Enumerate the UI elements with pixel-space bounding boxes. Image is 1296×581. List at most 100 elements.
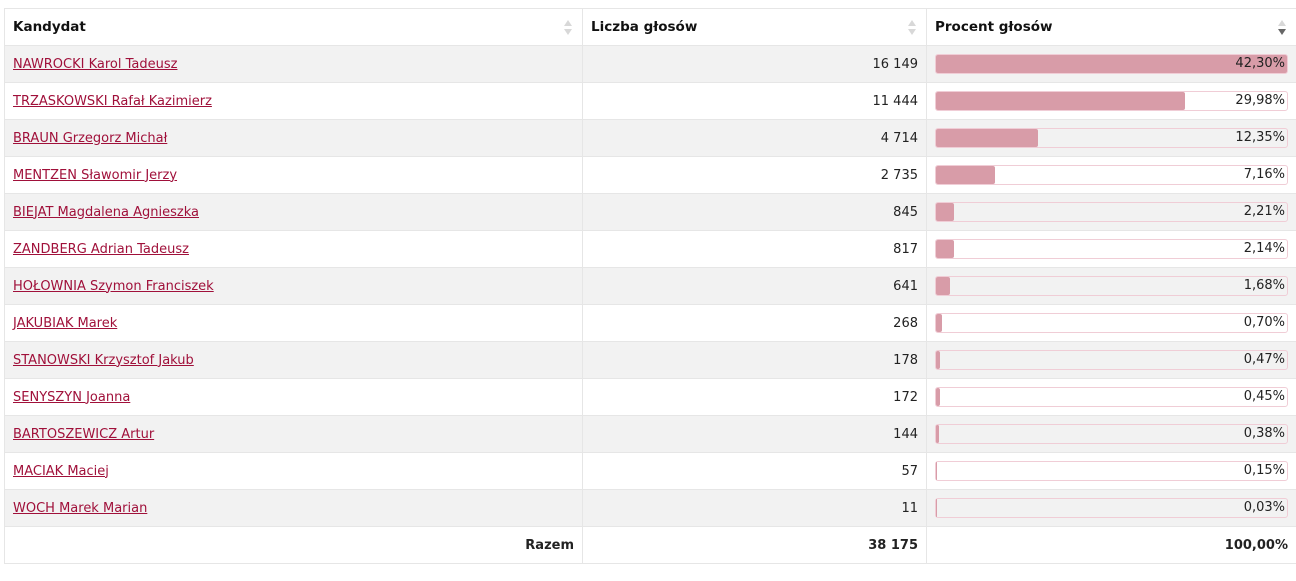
percent-value: 2,21% (1243, 204, 1285, 219)
candidate-link[interactable]: STANOWSKI Krzysztof Jakub (13, 352, 194, 368)
total-percent: 100,00% (926, 526, 1296, 564)
table-row: BIEJAT Magdalena Agnieszka 845 2,21% (4, 193, 1296, 231)
percent-bar: 29,98% (935, 91, 1288, 111)
percent-cell: 2,14% (926, 230, 1296, 268)
candidate-cell: WOCH Marek Marian (4, 489, 583, 527)
votes-cell: 144 (582, 415, 927, 453)
candidate-link[interactable]: MENTZEN Sławomir Jerzy (13, 167, 178, 183)
percent-cell: 0,15% (926, 452, 1296, 490)
percent-bar: 0,38% (935, 424, 1288, 444)
percent-value: 0,38% (1243, 426, 1285, 441)
votes-cell: 268 (582, 304, 927, 342)
candidate-link[interactable]: SENYSZYN Joanna (13, 389, 131, 405)
percent-value: 2,14% (1243, 241, 1285, 256)
votes-cell: 11 444 (582, 82, 927, 120)
percent-cell: 29,98% (926, 82, 1296, 120)
table-row: JAKUBIAK Marek 268 0,70% (4, 304, 1296, 342)
candidate-link[interactable]: BRAUN Grzegorz Michał (13, 130, 168, 146)
candidate-cell: MACIAK Maciej (4, 452, 583, 490)
candidate-cell: BARTOSZEWICZ Artur (4, 415, 583, 453)
votes-cell: 172 (582, 378, 927, 416)
table-row: MENTZEN Sławomir Jerzy 2 735 7,16% (4, 156, 1296, 194)
percent-bar-fill (936, 55, 1287, 73)
percent-bar-fill (936, 462, 938, 480)
candidate-cell: STANOWSKI Krzysztof Jakub (4, 341, 583, 379)
percent-bar: 0,15% (935, 461, 1288, 481)
candidate-link[interactable]: HOŁOWNIA Szymon Franciszek (13, 278, 214, 294)
percent-bar-fill (936, 92, 1185, 110)
percent-bar-fill (936, 166, 996, 184)
candidate-link[interactable]: BARTOSZEWICZ Artur (13, 426, 155, 442)
percent-bar: 12,35% (935, 128, 1288, 148)
percent-value: 0,70% (1243, 315, 1285, 330)
votes-cell: 16 149 (582, 45, 927, 83)
candidate-link[interactable]: TRZASKOWSKI Rafał Kazimierz (13, 93, 212, 109)
percent-cell: 42,30% (926, 45, 1296, 83)
header-label: Kandydat (13, 19, 86, 35)
percent-bar-fill (936, 351, 940, 369)
percent-cell: 0,47% (926, 341, 1296, 379)
candidate-link[interactable]: WOCH Marek Marian (13, 500, 148, 516)
percent-bar: 2,14% (935, 239, 1288, 259)
percent-cell: 0,45% (926, 378, 1296, 416)
votes-cell: 817 (582, 230, 927, 268)
results-table: Kandydat Liczba głosów Procent głosów NA… (4, 8, 1296, 564)
table-row: ZANDBERG Adrian Tadeusz 817 2,14% (4, 230, 1296, 268)
percent-cell: 0,03% (926, 489, 1296, 527)
candidate-cell: BRAUN Grzegorz Michał (4, 119, 583, 157)
percent-value: 0,47% (1243, 352, 1285, 367)
percent-value: 42,30% (1235, 56, 1285, 71)
percent-value: 1,68% (1243, 278, 1285, 293)
candidate-cell: NAWROCKI Karol Tadeusz (4, 45, 583, 83)
percent-value: 0,15% (1243, 463, 1285, 478)
table-row: BARTOSZEWICZ Artur 144 0,38% (4, 415, 1296, 453)
percent-bar-fill (936, 129, 1039, 147)
table-row: HOŁOWNIA Szymon Franciszek 641 1,68% (4, 267, 1296, 305)
candidate-link[interactable]: NAWROCKI Karol Tadeusz (13, 56, 178, 72)
header-row: Kandydat Liczba głosów Procent głosów (4, 8, 1296, 46)
percent-cell: 12,35% (926, 119, 1296, 157)
percent-bar-fill (936, 277, 950, 295)
percent-bar-fill (936, 203, 955, 221)
sort-desc-icon[interactable] (1278, 20, 1286, 36)
header-votes[interactable]: Liczba głosów (582, 8, 927, 46)
sort-icon[interactable] (564, 20, 572, 36)
percent-cell: 7,16% (926, 156, 1296, 194)
percent-value: 0,03% (1243, 500, 1285, 515)
percent-bar-fill (936, 314, 942, 332)
header-label: Liczba głosów (591, 19, 698, 35)
table-row: STANOWSKI Krzysztof Jakub 178 0,47% (4, 341, 1296, 379)
total-votes: 38 175 (582, 526, 927, 564)
percent-bar: 0,47% (935, 350, 1288, 370)
total-row: Razem 38 175 100,00% (4, 526, 1296, 564)
table-row: BRAUN Grzegorz Michał 4 714 12,35% (4, 119, 1296, 157)
sort-icon[interactable] (908, 20, 916, 36)
header-candidate[interactable]: Kandydat (4, 8, 583, 46)
percent-bar: 2,21% (935, 202, 1288, 222)
percent-value: 29,98% (1235, 93, 1285, 108)
candidate-cell: BIEJAT Magdalena Agnieszka (4, 193, 583, 231)
candidate-link[interactable]: ZANDBERG Adrian Tadeusz (13, 241, 189, 257)
candidate-link[interactable]: MACIAK Maciej (13, 463, 109, 479)
votes-cell: 57 (582, 452, 927, 490)
percent-bar: 7,16% (935, 165, 1288, 185)
percent-bar: 42,30% (935, 54, 1288, 74)
candidate-link[interactable]: JAKUBIAK Marek (13, 315, 118, 331)
votes-cell: 11 (582, 489, 927, 527)
percent-value: 0,45% (1243, 389, 1285, 404)
table-row: SENYSZYN Joanna 172 0,45% (4, 378, 1296, 416)
percent-cell: 2,21% (926, 193, 1296, 231)
votes-cell: 4 714 (582, 119, 927, 157)
percent-bar: 0,70% (935, 313, 1288, 333)
table-row: MACIAK Maciej 57 0,15% (4, 452, 1296, 490)
percent-bar: 1,68% (935, 276, 1288, 296)
header-percent[interactable]: Procent głosów (926, 8, 1296, 46)
percent-cell: 1,68% (926, 267, 1296, 305)
candidate-cell: MENTZEN Sławomir Jerzy (4, 156, 583, 194)
percent-value: 12,35% (1235, 130, 1285, 145)
total-label: Razem (4, 526, 583, 564)
votes-cell: 178 (582, 341, 927, 379)
candidate-link[interactable]: BIEJAT Magdalena Agnieszka (13, 204, 199, 220)
percent-bar-fill (936, 425, 940, 443)
candidate-cell: HOŁOWNIA Szymon Franciszek (4, 267, 583, 305)
